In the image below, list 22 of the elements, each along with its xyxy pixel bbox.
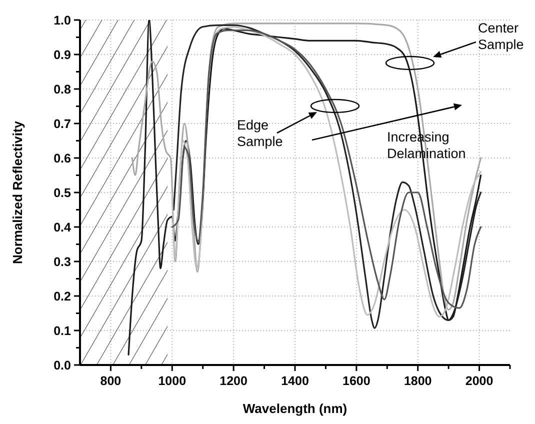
x-tick-label: 1400 xyxy=(281,374,309,388)
y-tick-label: 0.6 xyxy=(54,151,72,166)
y-tick-label: 0.3 xyxy=(54,254,72,269)
y-tick-label: 0.1 xyxy=(54,324,72,338)
y-tick-label: 0.4 xyxy=(54,220,72,234)
x-tick-label: 1000 xyxy=(158,374,186,388)
y-tick-label: 0.8 xyxy=(54,82,72,96)
x-tick-label: 1200 xyxy=(220,374,248,388)
x-axis-title: Wavelength (nm) xyxy=(242,401,348,416)
y-tick-label: 0.7 xyxy=(54,116,72,131)
x-tick-label: 1800 xyxy=(404,374,432,388)
annotation: Edge Sample xyxy=(237,118,283,149)
y-tick-label: 0.0 xyxy=(54,358,72,372)
y-tick-label: 0.9 xyxy=(54,48,72,62)
y-tick-label: 1.0 xyxy=(54,13,72,28)
x-tick-label: 800 xyxy=(100,374,122,388)
y-tick-label: 0.2 xyxy=(54,289,72,304)
x-tick-label: 2000 xyxy=(465,374,494,388)
y-axis-title: Normalized Reflectivity xyxy=(10,120,25,264)
y-tick-label: 0.5 xyxy=(54,186,72,200)
annotation: Center Sample xyxy=(478,20,524,52)
x-tick-label: 1600 xyxy=(342,374,370,388)
